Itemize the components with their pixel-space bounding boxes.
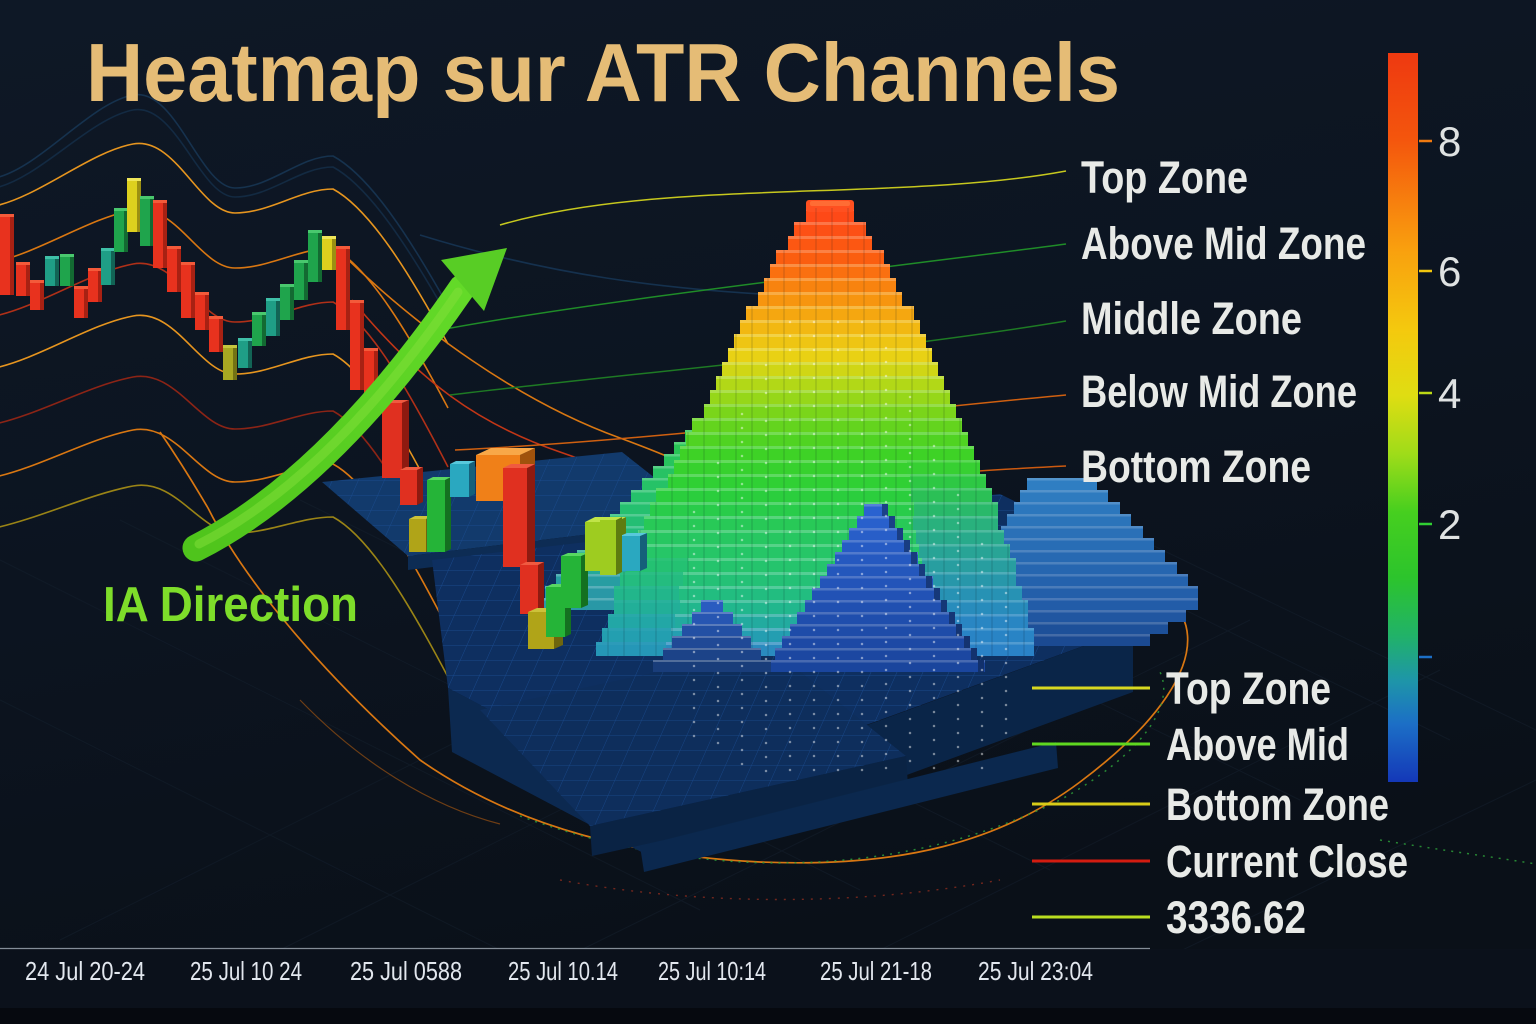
svg-text:2: 2 (1438, 501, 1461, 548)
svg-text:25 Jul 10:14: 25 Jul 10:14 (658, 956, 766, 986)
svg-text:Above Mid Zone: Above Mid Zone (1081, 218, 1366, 269)
svg-text:24 Jul 20-24: 24 Jul 20-24 (25, 956, 145, 986)
svg-text:Middle Zone: Middle Zone (1081, 293, 1302, 344)
svg-text:8: 8 (1438, 118, 1461, 165)
svg-text:Top Zone: Top Zone (1081, 152, 1248, 203)
svg-text:4: 4 (1438, 370, 1461, 417)
svg-text:Heatmap sur ATR Channels: Heatmap sur ATR Channels (86, 26, 1120, 119)
svg-text:6: 6 (1438, 248, 1461, 295)
svg-text:IA Direction: IA Direction (103, 578, 358, 632)
svg-text:25 Jul 10.14: 25 Jul 10.14 (508, 956, 618, 986)
svg-text:25 Jul 23:04: 25 Jul 23:04 (978, 956, 1093, 986)
svg-text:25 Jul 10 24: 25 Jul 10 24 (190, 956, 302, 986)
svg-text:Bottom Zone: Bottom Zone (1081, 441, 1311, 492)
svg-text:25 Jul 21-18: 25 Jul 21-18 (820, 956, 932, 986)
svg-text:Current Close: Current Close (1166, 836, 1408, 887)
svg-text:Above Mid: Above Mid (1166, 719, 1349, 770)
svg-text:3336.62: 3336.62 (1166, 892, 1306, 943)
svg-text:Bottom Zone: Bottom Zone (1166, 779, 1389, 830)
svg-text:Top Zone: Top Zone (1166, 663, 1331, 714)
svg-text:Below Mid Zone: Below Mid Zone (1081, 366, 1357, 417)
svg-text:25 Jul 0588: 25 Jul 0588 (350, 956, 462, 986)
